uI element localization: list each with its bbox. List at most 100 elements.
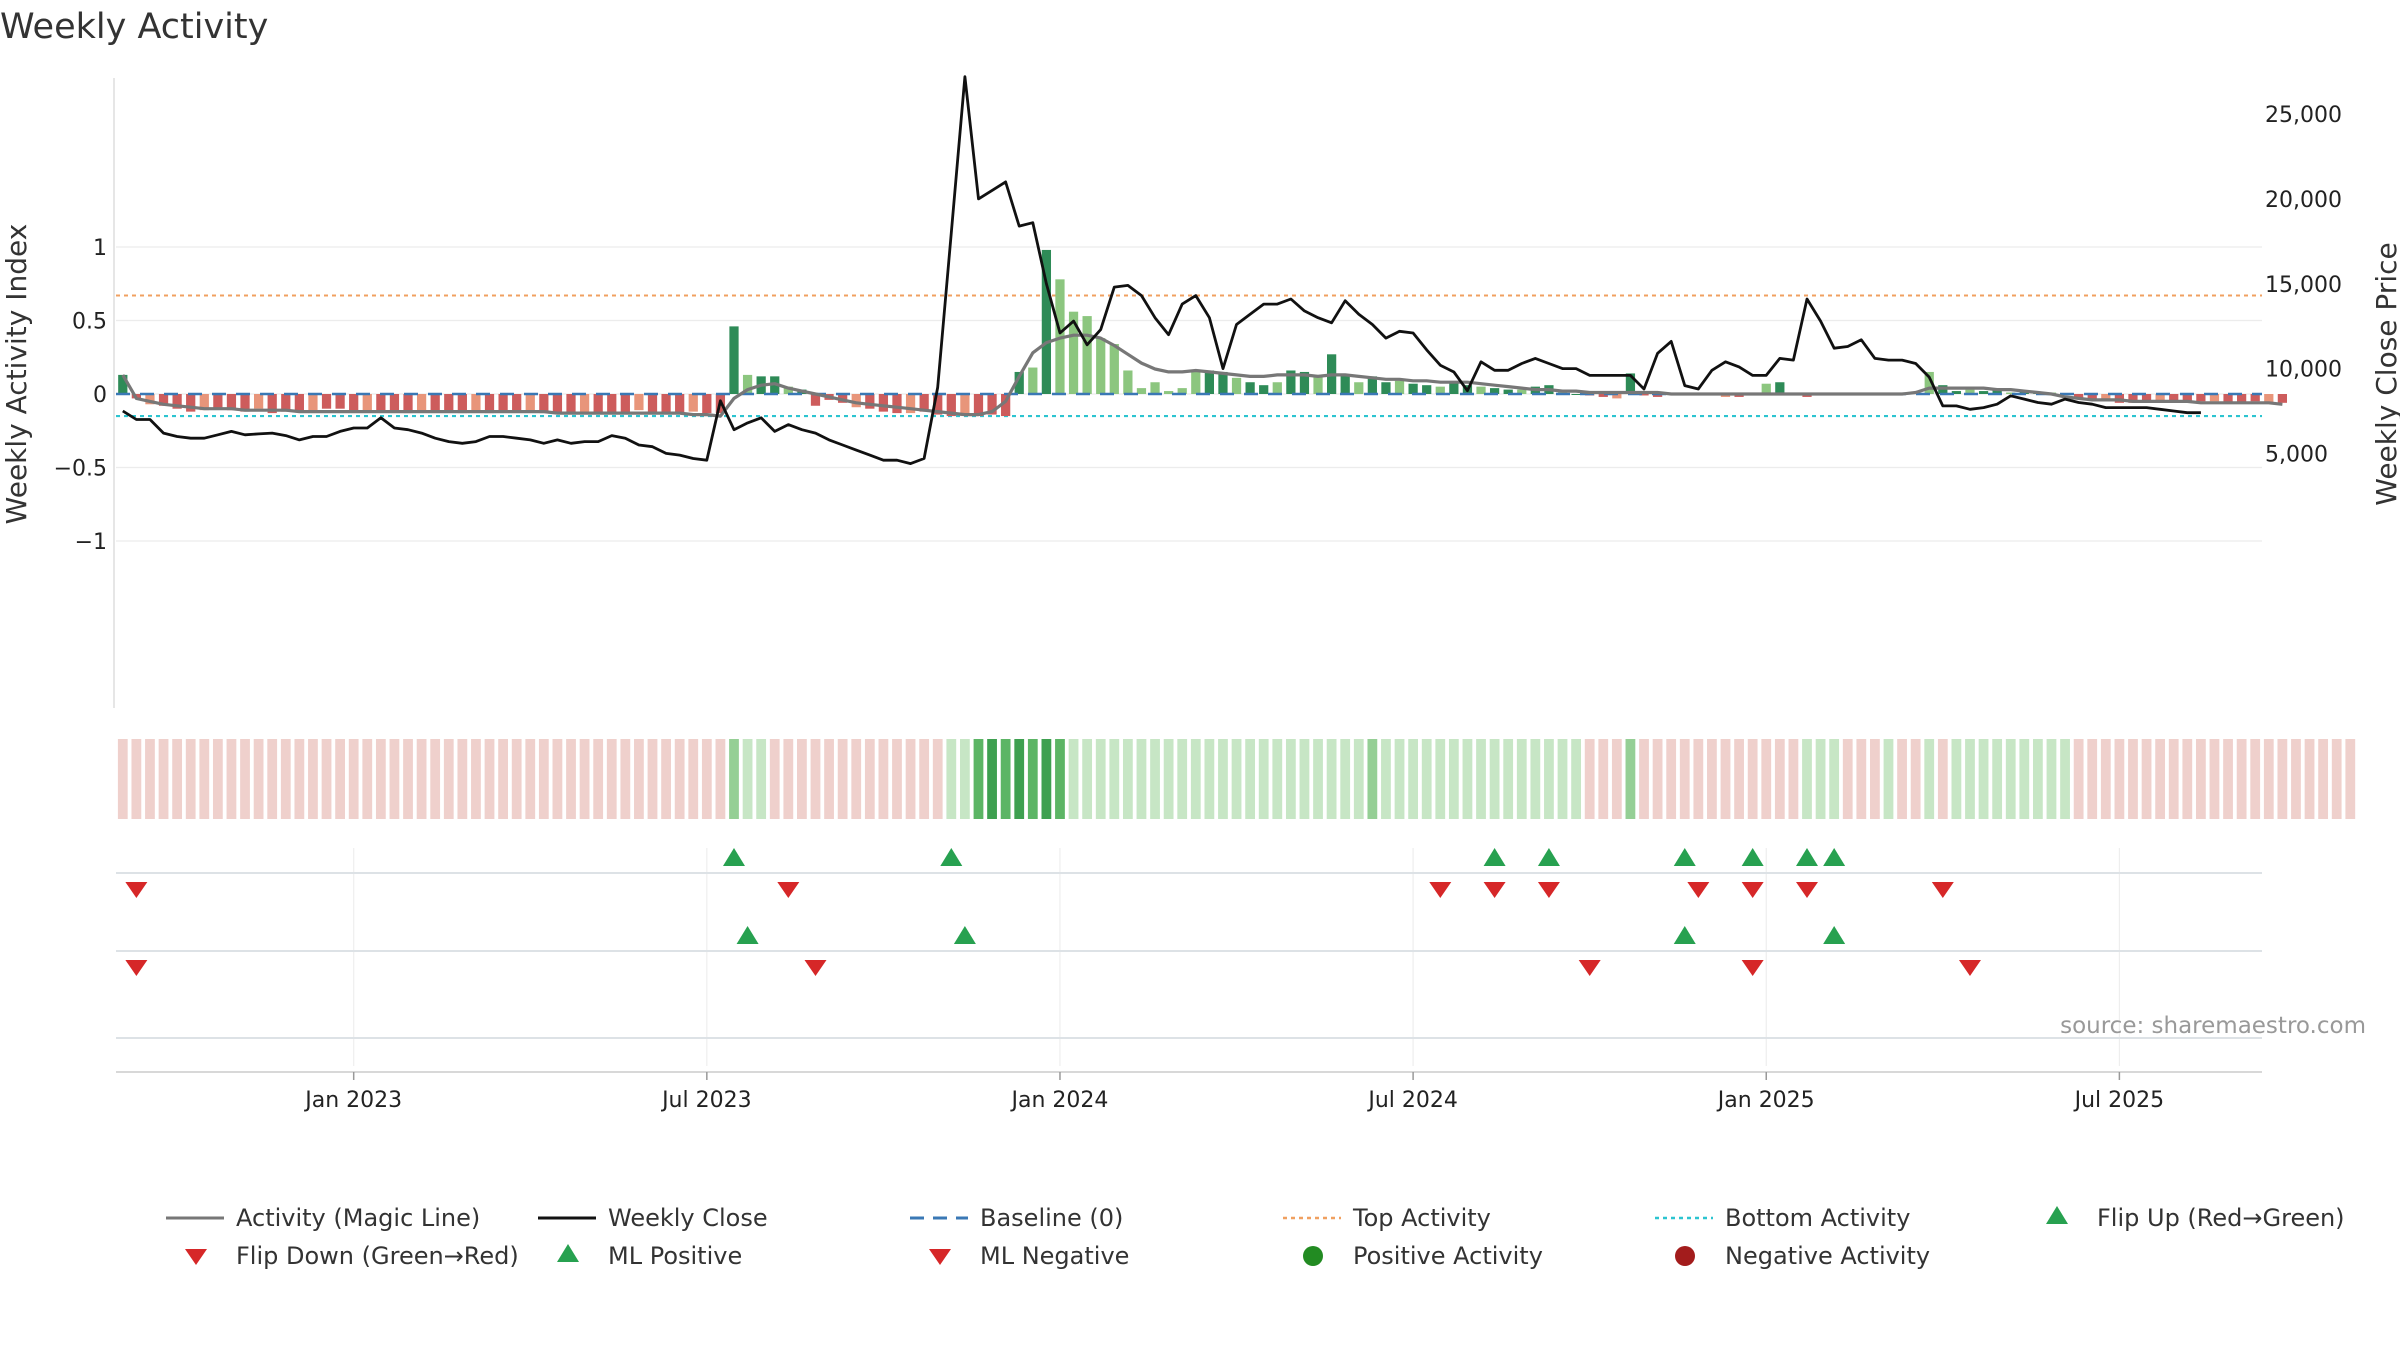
legend-swatch-dot-green: [1303, 1246, 1323, 1266]
ribbon-cell: [1842, 739, 1853, 819]
activity-bar: [457, 394, 467, 414]
ribbon-cell: [769, 739, 780, 819]
x-tick-label: Jul 2023: [660, 1088, 752, 1113]
flip-down-marker: [1429, 882, 1452, 898]
x-tick-label: Jan 2025: [1716, 1088, 1815, 1113]
ribbon-cell: [1218, 739, 1228, 819]
ribbon-cell: [1082, 739, 1093, 819]
legend-swatch-triangle-up: [557, 1244, 579, 1262]
ribbon-cell: [2318, 739, 2329, 819]
flip-up-marker: [940, 848, 963, 866]
ribbon-cell: [919, 739, 930, 819]
ribbon-cell: [715, 739, 726, 819]
activity-bar: [349, 394, 359, 412]
right-tick-label: 25,000: [2265, 103, 2342, 128]
ribbon-cell: [1666, 739, 1677, 819]
ribbon-cell: [389, 739, 400, 819]
activity-bar: [1150, 382, 1160, 394]
activity-bar: [987, 394, 997, 415]
ribbon-cell: [1435, 739, 1446, 819]
ribbon-cell: [2291, 739, 2301, 819]
activity-bar: [2209, 394, 2220, 402]
activity-bar: [1625, 373, 1636, 394]
left-tick-label: 1: [93, 236, 107, 261]
ribbon-cell: [1299, 739, 1310, 819]
ribbon-cell: [2223, 739, 2233, 819]
x-tick-label: Jan 2024: [1010, 1088, 1109, 1113]
activity-bar: [1992, 389, 2002, 394]
ribbon-cell: [634, 739, 644, 819]
ribbon-cell: [471, 739, 481, 819]
ribbon-cell: [226, 739, 237, 819]
activity-bar: [213, 394, 223, 409]
flip-up-marker: [1823, 848, 1846, 866]
ribbon-cell: [1815, 739, 1826, 819]
x-tick-label: Jan 2023: [303, 1088, 402, 1113]
ribbon-cell: [1774, 739, 1785, 819]
ribbon-cell: [2304, 739, 2315, 819]
activity-bar: [1503, 389, 1513, 394]
legend-label: Top Activity: [1352, 1204, 1491, 1232]
activity-bar: [1761, 383, 1771, 394]
ribbon-cell: [1829, 739, 1840, 819]
ribbon-cell: [864, 739, 875, 819]
signal-markers: [125, 848, 1981, 976]
activity-bar: [593, 394, 603, 414]
activity-bar: [1394, 380, 1405, 394]
legend-swatch-triangle-down: [929, 1249, 951, 1265]
activity-bar: [552, 394, 563, 412]
ribbon-cell: [742, 739, 753, 819]
ml-positive-marker: [736, 926, 759, 944]
activity-bar: [376, 394, 386, 412]
activity-bar: [416, 394, 427, 411]
activity-bar: [1109, 344, 1119, 394]
legend-label: Positive Activity: [1353, 1242, 1543, 1270]
legend-label: Flip Up (Red→Green): [2097, 1204, 2345, 1232]
activity-bar: [158, 394, 169, 406]
activity-bar: [905, 394, 916, 414]
ribbon-cell: [538, 739, 549, 819]
ribbon-cell: [498, 739, 508, 819]
ribbon-cell: [946, 739, 957, 819]
ribbon-cell: [2195, 739, 2206, 819]
ribbon-cell: [240, 739, 250, 819]
legend: Activity (Magic Line) Weekly Close Baselin…: [166, 1204, 2345, 1270]
ribbon-cell: [511, 739, 522, 819]
activity-bar: [1231, 377, 1242, 394]
legend-label: ML Positive: [608, 1242, 742, 1270]
ribbon-cell: [688, 739, 699, 819]
ribbon-cell: [2005, 739, 2016, 819]
chart-title: Weekly Activity: [0, 7, 268, 47]
activity-bar: [118, 374, 128, 394]
ribbon-cell: [375, 739, 386, 819]
activity-bar: [2128, 394, 2138, 403]
activity-bar: [430, 394, 440, 412]
ribbon-cell: [566, 739, 576, 819]
activity-bar: [1354, 382, 1364, 394]
x-tick-label: Jul 2024: [1366, 1088, 1458, 1113]
ml-positive-marker: [953, 926, 976, 944]
ribbon-cell: [430, 739, 441, 819]
ribbon-cell: [674, 739, 685, 819]
ribbon-cell: [2033, 739, 2043, 819]
right-tick-label: 5,000: [2265, 442, 2328, 467]
ribbon-cell: [1516, 739, 1527, 819]
activity-bar: [254, 394, 264, 409]
ribbon-cell: [1883, 739, 1894, 819]
ribbon-cell: [2073, 739, 2084, 819]
activity-bar: [1408, 383, 1418, 394]
ribbon-cell: [2141, 739, 2152, 819]
activity-bar: [1775, 382, 1785, 394]
ribbon-cell: [1285, 739, 1296, 819]
legend-label: ML Negative: [980, 1242, 1129, 1270]
ribbon-cell: [1068, 739, 1079, 819]
left-tick-label: −0.5: [54, 457, 107, 482]
activity-bar: [1612, 394, 1622, 399]
activity-bar: [2169, 394, 2179, 402]
ribbon-cell: [2046, 739, 2057, 819]
ml-positive-marker: [1673, 926, 1696, 944]
ribbon-cell: [1476, 739, 1486, 819]
flip-down-marker: [1741, 882, 1764, 898]
ribbon-cell: [960, 739, 970, 819]
ribbon-cell: [1951, 739, 1962, 819]
